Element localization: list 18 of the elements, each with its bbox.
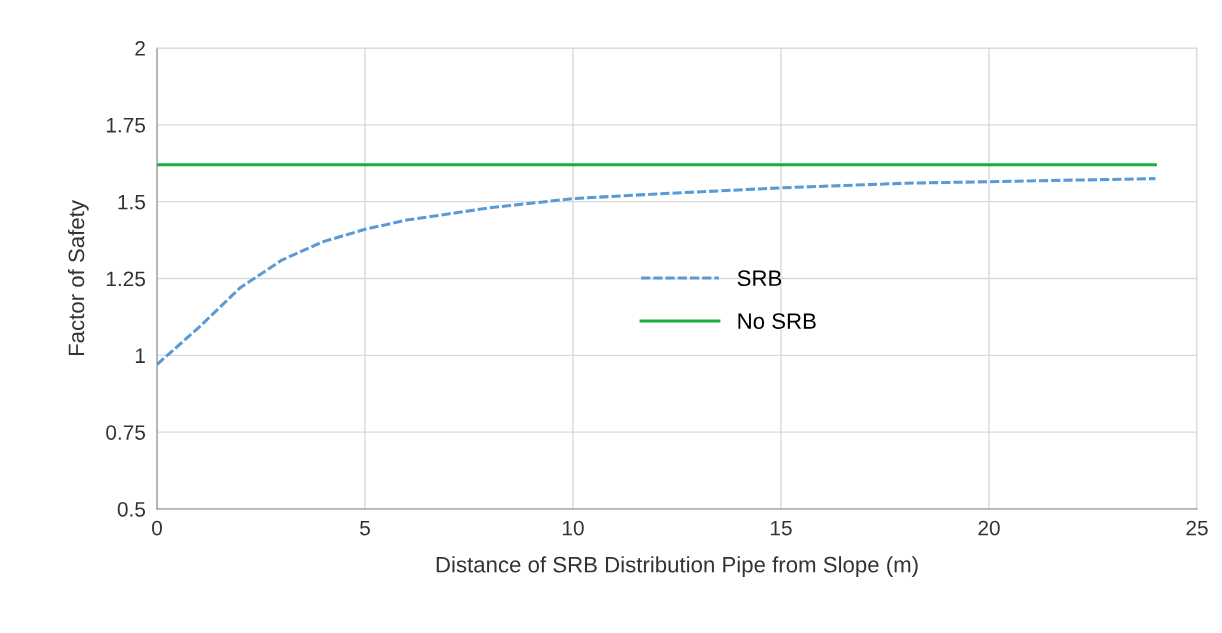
legend-label: SRB xyxy=(737,270,782,287)
x-tick-label: 15 xyxy=(771,520,792,536)
y-tick-label: 1.25 xyxy=(106,271,146,287)
y-tick-label: 1.75 xyxy=(106,118,146,133)
y-axis-title: Factor of Safety xyxy=(67,200,89,356)
y-tick-label: 0.75 xyxy=(106,425,146,440)
x-tick-label: 10 xyxy=(563,520,584,536)
legend-label: No SRB xyxy=(738,313,816,329)
y-tick-label: 1.5 xyxy=(118,194,146,210)
y-tick-label: 2 xyxy=(135,41,145,56)
line-series xyxy=(157,177,1157,367)
y-tick-label: 0.5 xyxy=(117,502,146,517)
x-tick-label: 25 xyxy=(1186,520,1208,536)
x-tick-label: 0 xyxy=(152,520,162,536)
y-tick-label: 1 xyxy=(135,348,145,363)
x-tick-label: 20 xyxy=(978,520,1000,536)
x-tick-label: 5 xyxy=(360,520,370,536)
x-axis-title: Distance of SRB Distribution Pipe from Slope (m) xyxy=(436,556,918,577)
